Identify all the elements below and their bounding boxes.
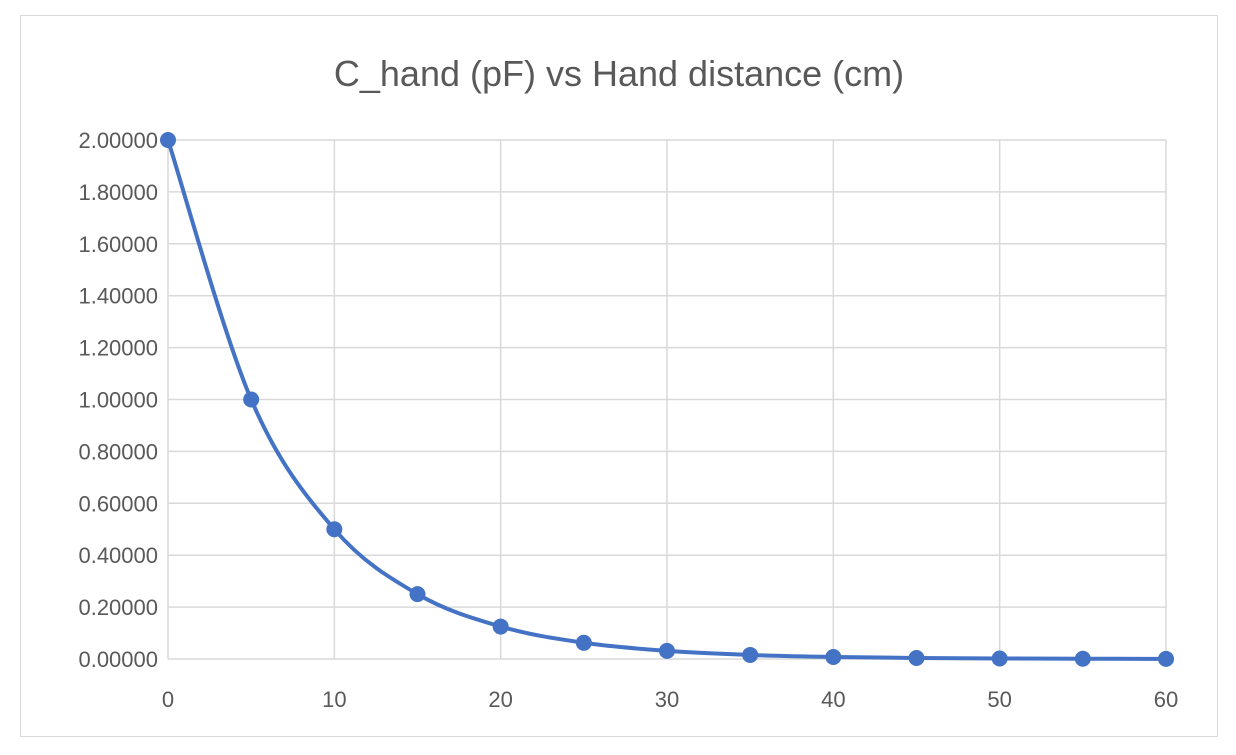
data-point (160, 132, 176, 148)
data-point (409, 586, 426, 603)
data-point (326, 521, 343, 538)
axis-labels: 0.00000 0.20000 0.40000 0.60000 0.80000 1.000… (78, 128, 1178, 712)
series-layer (160, 132, 1174, 667)
x-tick-label: 60 (1154, 687, 1178, 712)
x-tick-label: 0 (162, 687, 174, 712)
chart-title: C_hand (pF) vs Hand distance (cm) (334, 53, 904, 94)
x-tick-label: 40 (821, 687, 845, 712)
y-tick-label: 0.80000 (78, 439, 158, 464)
chart-frame: C_hand (pF) vs Hand distance (cm) 0.0000… (20, 15, 1218, 737)
data-point (575, 634, 592, 651)
data-point (1074, 650, 1091, 667)
y-tick-label: 0.20000 (78, 595, 158, 620)
data-point (742, 646, 759, 663)
y-tick-label: 1.60000 (78, 232, 158, 257)
y-tick-label: 0.40000 (78, 543, 158, 568)
y-tick-label: 1.80000 (78, 180, 158, 205)
grid-layer (167, 139, 1167, 660)
x-tick-label: 10 (322, 687, 346, 712)
data-point (492, 618, 509, 635)
x-tick-label: 30 (655, 687, 679, 712)
data-point (243, 391, 260, 408)
data-point (825, 648, 842, 665)
x-tick-label: 50 (987, 687, 1011, 712)
chart-svg: C_hand (pF) vs Hand distance (cm) 0.0000… (78, 53, 1178, 712)
data-point (659, 642, 675, 659)
y-tick-label: 0.60000 (78, 491, 158, 516)
y-tick-label: 1.00000 (78, 388, 158, 413)
y-tick-label: 1.40000 (78, 284, 158, 309)
data-point (1158, 650, 1174, 667)
data-point (908, 649, 925, 666)
y-tick-label: 2.00000 (78, 128, 158, 153)
data-point (991, 650, 1008, 667)
y-tick-label: 0.00000 (78, 647, 158, 672)
y-tick-label: 1.20000 (78, 336, 158, 361)
x-tick-label: 20 (488, 687, 512, 712)
